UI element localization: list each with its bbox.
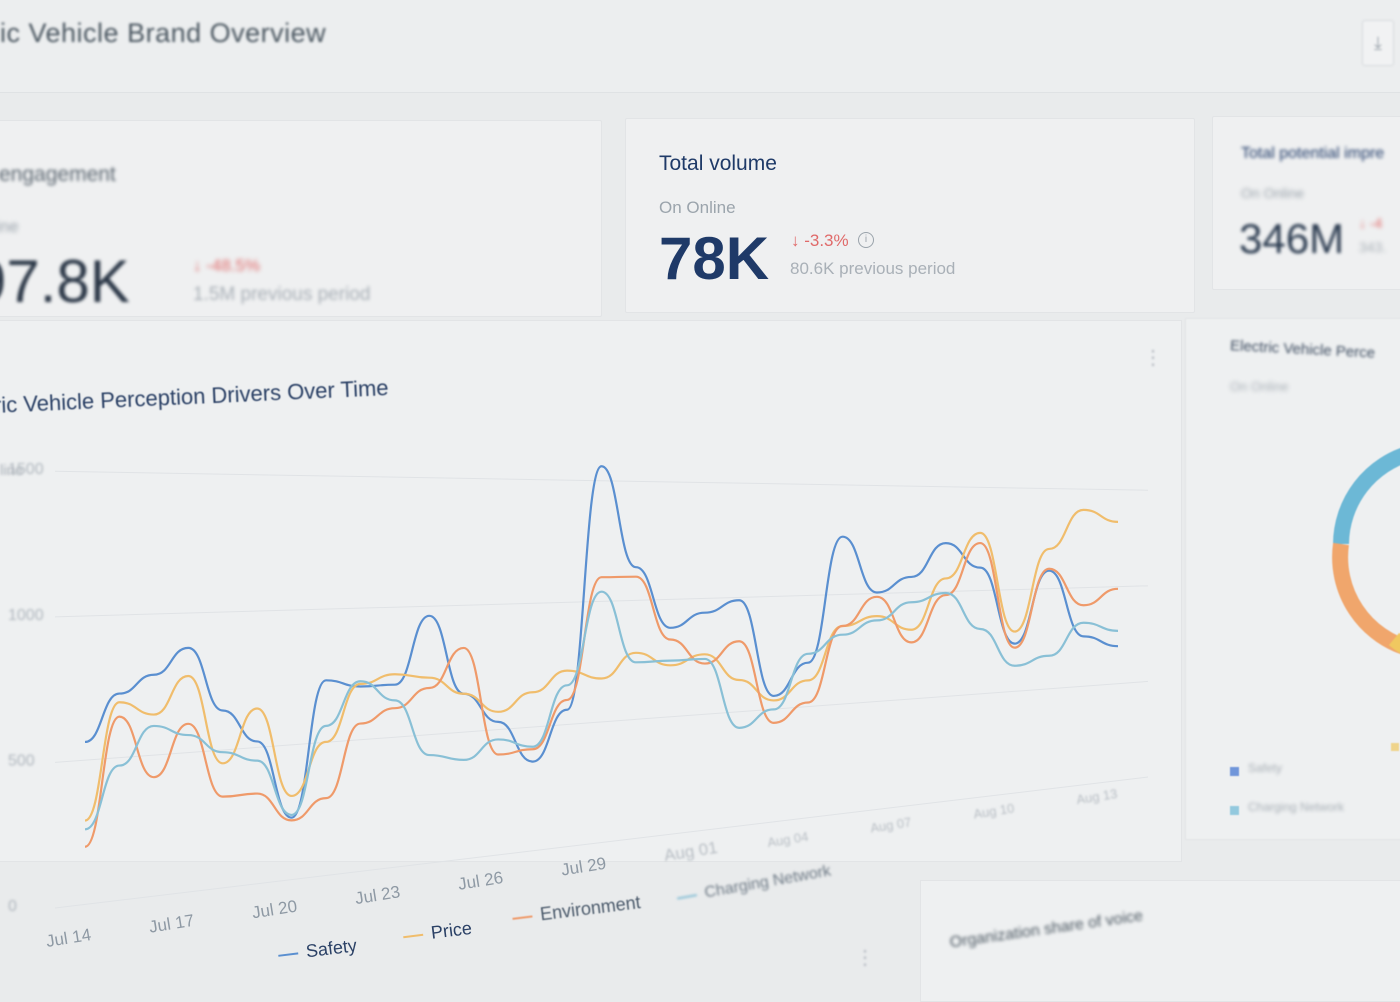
metric-change: ↓ -3.3% bbox=[791, 231, 849, 250]
perception-donut-card: Electric Vehicle Perce On Online Safety … bbox=[1185, 318, 1400, 840]
x-tick-label: Jul 17 bbox=[148, 911, 196, 937]
legend-swatch-charging-network bbox=[676, 893, 698, 900]
x-tick-label: Jul 26 bbox=[457, 868, 505, 894]
donut-slice-other bbox=[1388, 632, 1400, 654]
metric-subtitle: On Online bbox=[659, 198, 736, 217]
metric-title: engagement bbox=[0, 163, 116, 186]
x-tick-label: Aug 01 bbox=[663, 838, 719, 865]
metric-subtitle: ine bbox=[0, 217, 19, 236]
legend-swatch-price bbox=[403, 934, 424, 939]
y-tick-label: 1500 bbox=[8, 461, 44, 478]
download-icon: ⤓ bbox=[1374, 33, 1382, 53]
donut-slice-safety bbox=[1333, 448, 1400, 545]
donut-legend-label: Safety bbox=[1248, 761, 1283, 775]
metric-card-total-volume: Total volume On Online 78K ↓ -3.3% i 80.… bbox=[625, 118, 1195, 313]
share-of-voice-title: Organization share of voice bbox=[948, 907, 1144, 952]
series-line-price bbox=[84, 508, 1119, 822]
metric-previous: 343. bbox=[1359, 239, 1387, 255]
x-tick-label: Aug 13 bbox=[1075, 786, 1118, 807]
x-tick-label: Jul 29 bbox=[560, 854, 608, 880]
x-tick-label: Aug 07 bbox=[869, 814, 912, 835]
x-tick-label: Aug 10 bbox=[972, 800, 1015, 821]
metric-previous: 80.6K previous period bbox=[790, 259, 956, 278]
y-tick-label: 1000 bbox=[8, 607, 44, 624]
metric-card-engagement: engagement ine 97.8K ↓ -48.5% 1.5M previ… bbox=[0, 120, 602, 317]
donut-legend-swatch-charging bbox=[1230, 806, 1239, 815]
x-tick-label: Aug 04 bbox=[766, 829, 809, 850]
donut-legend-label: Charging Network bbox=[1248, 800, 1345, 814]
donut-legend-swatch-other bbox=[1391, 743, 1399, 751]
donut-legend-swatch-safety bbox=[1230, 767, 1239, 776]
donut-slice-charging bbox=[1332, 542, 1400, 654]
info-icon[interactable]: i bbox=[858, 232, 874, 248]
metric-change: ↓ -48.5% bbox=[193, 256, 261, 275]
top-bar: ic Vehicle Brand Overview ⤓ bbox=[0, 0, 1400, 93]
x-tick-label: Jul 14 bbox=[45, 925, 93, 951]
y-tick-label: 0 bbox=[8, 898, 17, 915]
y-axis-label: line bbox=[0, 462, 24, 479]
metric-value: 346M bbox=[1239, 215, 1345, 262]
gridline bbox=[54, 470, 1149, 491]
kebab-menu-icon[interactable]: ⋮ bbox=[855, 947, 875, 969]
metric-value: 97.8K bbox=[0, 248, 130, 315]
line-chart: 0 500 1000 1500 Jul 14 Jul 17 Jul 20 Jul 23 Jul … bbox=[8, 461, 1149, 951]
metric-title: Total potential impre bbox=[1241, 145, 1385, 162]
donut-card-subtitle: On Online bbox=[1230, 379, 1289, 394]
kebab-menu-icon[interactable]: ⋮ bbox=[1143, 347, 1163, 369]
metric-change: ↓ -4 bbox=[1359, 215, 1383, 231]
metric-subtitle: On Online bbox=[1241, 185, 1305, 201]
metric-previous: 1.5M previous period bbox=[193, 284, 371, 305]
chart-card bbox=[0, 320, 1182, 862]
series-line-charging-network bbox=[84, 590, 1119, 831]
x-tick-label: Jul 20 bbox=[251, 897, 299, 923]
metric-card-potential-impressions: Total potential impre On Online 346M ↓ -… bbox=[1212, 116, 1400, 290]
series-line-safety bbox=[84, 465, 1119, 819]
page-title: ic Vehicle Brand Overview bbox=[0, 18, 327, 48]
donut-chart bbox=[1230, 448, 1400, 815]
legend-swatch-environment bbox=[512, 915, 533, 921]
legend-swatch-safety bbox=[278, 952, 299, 958]
y-tick-label: 500 bbox=[8, 752, 35, 769]
metric-title: Total volume bbox=[659, 152, 777, 175]
gridline bbox=[54, 776, 1149, 909]
gridline bbox=[54, 585, 1149, 618]
download-button[interactable]: ⤓ bbox=[1362, 20, 1394, 66]
x-tick-label: Jul 23 bbox=[354, 882, 402, 908]
legend-label: Price bbox=[429, 917, 473, 943]
metric-value: 78K bbox=[659, 225, 770, 292]
gridline bbox=[54, 680, 1149, 763]
share-of-voice-card: Organization share of voice bbox=[920, 880, 1400, 1002]
